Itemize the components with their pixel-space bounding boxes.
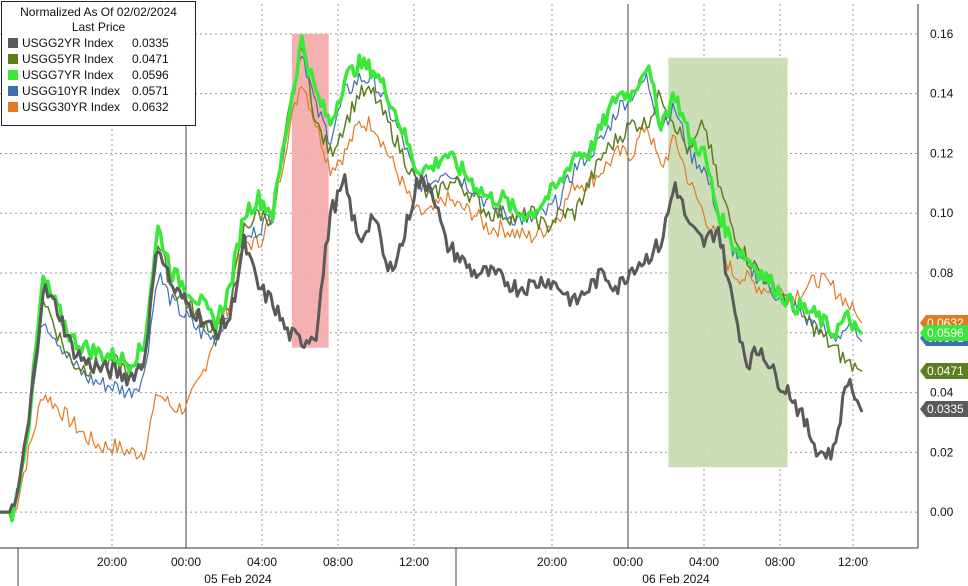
x-tick-label: 12:00 xyxy=(399,555,429,569)
x-tick-label: 04:00 xyxy=(689,555,719,569)
legend-series-value: 0.0471 xyxy=(132,52,169,66)
legend-series-name: USGG30YR Index xyxy=(22,100,121,114)
legend-swatch xyxy=(8,38,18,48)
last-value-tag: 0.0596 xyxy=(920,325,968,341)
tag-bg xyxy=(920,363,968,379)
date-label: 06 Feb 2024 xyxy=(642,572,710,586)
y-tick-label: 0.04 xyxy=(930,386,954,400)
last-value-tag: 0.0471 xyxy=(920,363,968,379)
x-tick-label: 04:00 xyxy=(247,555,277,569)
y-tick-label: 0.14 xyxy=(930,87,954,101)
legend-swatch xyxy=(8,86,18,96)
x-tick-label: 12:00 xyxy=(838,555,868,569)
legend-series-value: 0.0596 xyxy=(132,68,169,82)
x-tick-label: 08:00 xyxy=(765,555,795,569)
legend-series-name: USGG7YR Index xyxy=(22,68,114,82)
x-tick-label: 00:00 xyxy=(613,555,643,569)
x-axis: 20:00 00:00 04:00 08:00 12:00 20:00 00:00 04:00… xyxy=(97,555,868,586)
date-label: 05 Feb 2024 xyxy=(204,572,272,586)
highlight-band xyxy=(668,57,788,468)
legend-series-value: 0.0571 xyxy=(132,84,169,98)
highlight-bands xyxy=(291,33,788,468)
y-axis: 0.000.020.040.060.080.100.120.140.16 xyxy=(930,27,954,519)
series-lines xyxy=(0,34,864,523)
legend-row: USGG30YR Index 0.0632 xyxy=(2,99,195,115)
x-tick-label: 08:00 xyxy=(323,555,353,569)
y-tick-label: 0.08 xyxy=(930,266,954,280)
tag-value: 0.0596 xyxy=(927,326,964,340)
tag-value: 0.0335 xyxy=(927,402,964,416)
legend-series-value: 0.0335 xyxy=(132,36,169,50)
legend: Normalized As Of 02/02/2024 Last Price U… xyxy=(1,1,196,126)
legend-series-name: USGG5YR Index xyxy=(22,52,114,66)
legend-subtitle: Last Price xyxy=(71,20,126,34)
legend-swatch xyxy=(8,70,18,80)
legend-series-name: USGG10YR Index xyxy=(22,84,121,98)
y-tick-label: 0.00 xyxy=(930,505,954,519)
legend-swatch xyxy=(8,54,18,64)
series-line xyxy=(0,173,864,514)
x-tick-label: 20:00 xyxy=(97,555,127,569)
legend-swatch xyxy=(8,102,18,112)
legend-row: USGG7YR Index 0.0596 xyxy=(2,67,195,83)
y-tick-label: 0.16 xyxy=(930,27,954,41)
legend-row: USGG10YR Index 0.0571 xyxy=(2,83,195,99)
y-tick-label: 0.12 xyxy=(930,146,954,160)
legend-series-name: USGG2YR Index xyxy=(22,36,114,50)
legend-series-value: 0.0632 xyxy=(132,100,169,114)
last-value-tag: 0.0335 xyxy=(920,401,968,417)
y-tick-label: 0.10 xyxy=(930,206,954,220)
x-tick-label: 00:00 xyxy=(171,555,201,569)
legend-row: USGG2YR Index 0.0335 xyxy=(2,35,195,51)
tag-bg xyxy=(920,401,968,417)
series-line xyxy=(0,34,864,523)
legend-title: Normalized As Of 02/02/2024 xyxy=(20,5,177,19)
x-tick-label: 20:00 xyxy=(537,555,567,569)
y-tick-label: 0.02 xyxy=(930,445,954,459)
legend-row: USGG5YR Index 0.0471 xyxy=(2,51,195,67)
tag-value: 0.0471 xyxy=(927,364,964,378)
tag-bg xyxy=(920,325,968,341)
